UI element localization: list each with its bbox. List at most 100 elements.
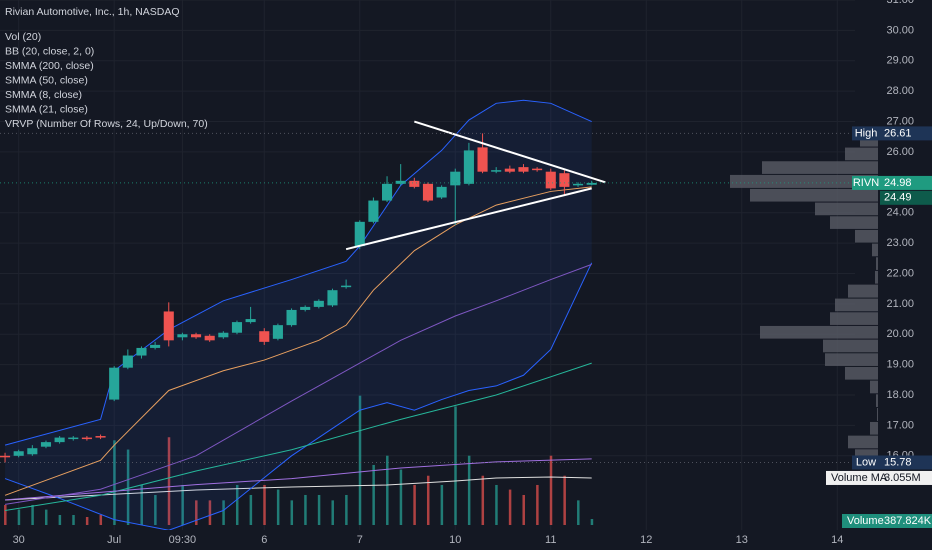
candle-body — [463, 150, 474, 184]
candle-body — [163, 311, 174, 341]
profile-bar — [823, 339, 878, 353]
candle-body — [504, 168, 515, 172]
volume-ma-value: 3.055M — [884, 472, 921, 484]
candle-body — [122, 355, 133, 368]
x-tick-label: 13 — [736, 534, 748, 546]
candle-body — [545, 171, 556, 189]
volume-bar — [276, 489, 280, 525]
candle-body — [150, 344, 161, 348]
profile-bar — [762, 161, 878, 174]
candle-body — [272, 325, 283, 339]
candle-body — [409, 180, 420, 187]
candle-body — [422, 183, 434, 201]
candle-body — [532, 168, 543, 171]
volume-bar — [4, 504, 7, 525]
volume-bar — [413, 484, 416, 525]
volume-bar — [426, 475, 430, 525]
profile-bar — [845, 147, 878, 161]
legend-entry: BB (20, close, 2, 0) — [5, 45, 94, 57]
volume-bar — [358, 395, 362, 525]
volume-ma-label: Volume MA — [831, 472, 888, 484]
candle-body — [177, 334, 188, 338]
candle-body — [231, 322, 243, 333]
profile-bar — [750, 188, 878, 202]
price-tag — [880, 175, 932, 190]
y-tick-label: 26.00 — [886, 146, 914, 158]
chart-title: Rivian Automotive, Inc., 1h, NASDAQ — [5, 6, 180, 18]
profile-bar — [872, 243, 878, 257]
volume-bar — [549, 455, 553, 525]
volume-bar — [563, 475, 566, 525]
y-tick-label: 20.00 — [886, 328, 914, 340]
x-tick-label: 6 — [261, 534, 267, 546]
candle-body — [54, 437, 65, 443]
y-tick-label: 24.00 — [886, 207, 914, 219]
volume-bar — [372, 464, 375, 525]
profile-bar — [830, 216, 878, 229]
price-tag-name — [852, 175, 880, 190]
candle-body — [136, 347, 147, 356]
ma-line — [4, 186, 592, 496]
volume-bar — [454, 406, 457, 525]
volume-bar — [467, 455, 471, 525]
volume-bar — [181, 484, 184, 525]
candle-body — [13, 451, 24, 456]
profile-bar — [760, 325, 878, 339]
y-tick-label: 19.00 — [886, 359, 914, 371]
volume-bar — [304, 494, 307, 525]
y-tick-label: 30.00 — [886, 24, 914, 36]
candle-body — [259, 331, 270, 342]
price-tag-value: 24.49 — [884, 192, 912, 204]
x-tick-label: 30 — [13, 534, 25, 546]
volume-bar — [167, 437, 171, 525]
volume-bar — [44, 509, 48, 525]
candle-body — [368, 200, 379, 222]
volume-bar — [399, 469, 403, 525]
price-tag — [880, 190, 932, 205]
candle-body — [68, 437, 79, 440]
volume-bar — [440, 484, 444, 525]
candle-body — [81, 437, 92, 440]
y-tick-label: 22.00 — [886, 267, 914, 279]
legend-entry: SMMA (200, close) — [5, 60, 94, 72]
candle-body — [27, 448, 38, 455]
volume-bar — [481, 475, 485, 525]
candle-body — [40, 442, 52, 447]
ma-line — [5, 458, 592, 501]
candle-body — [191, 334, 202, 338]
axes: 16.0017.0018.0019.0020.0021.0022.0023.00… — [13, 0, 932, 546]
x-tick-label: 14 — [831, 534, 843, 546]
legend-entry: SMMA (8, close) — [5, 89, 82, 101]
volume-bar — [235, 484, 239, 525]
candle-body — [341, 285, 352, 288]
volume-bar — [263, 484, 266, 525]
price-tag-name-text: High — [855, 127, 878, 139]
volume-bar — [85, 516, 89, 525]
price-tag-name-text: Low — [856, 456, 876, 468]
volume-bar — [249, 494, 253, 525]
candle-body — [518, 167, 529, 172]
legend: Rivian Automotive, Inc., 1h, NASDAQ Vol … — [5, 6, 208, 130]
legend-entry: VRVP (Number Of Rows, 24, Up/Down, 70) — [5, 118, 208, 130]
band-lower — [4, 262, 593, 530]
volume-ma-line — [5, 476, 592, 501]
legend-entry: SMMA (21, close) — [5, 103, 88, 115]
y-tick-label: 27.00 — [886, 115, 914, 127]
volume-bar — [590, 519, 594, 525]
y-tick-label: 17.00 — [886, 419, 914, 431]
candle-body — [354, 221, 365, 247]
profile-bar — [825, 353, 878, 366]
volume-bar — [345, 494, 348, 525]
volume-ma-tag — [826, 470, 932, 485]
profile-bar — [830, 312, 878, 325]
price-tag-name — [852, 126, 880, 141]
profile-bar — [876, 394, 878, 407]
price-tag — [880, 126, 932, 141]
volume-bar — [99, 514, 103, 525]
candle-body — [204, 335, 215, 341]
volume-bar — [331, 500, 334, 525]
legend-entry: Vol (20) — [5, 31, 41, 43]
profile-bar — [815, 202, 878, 216]
price-tag — [880, 455, 932, 470]
